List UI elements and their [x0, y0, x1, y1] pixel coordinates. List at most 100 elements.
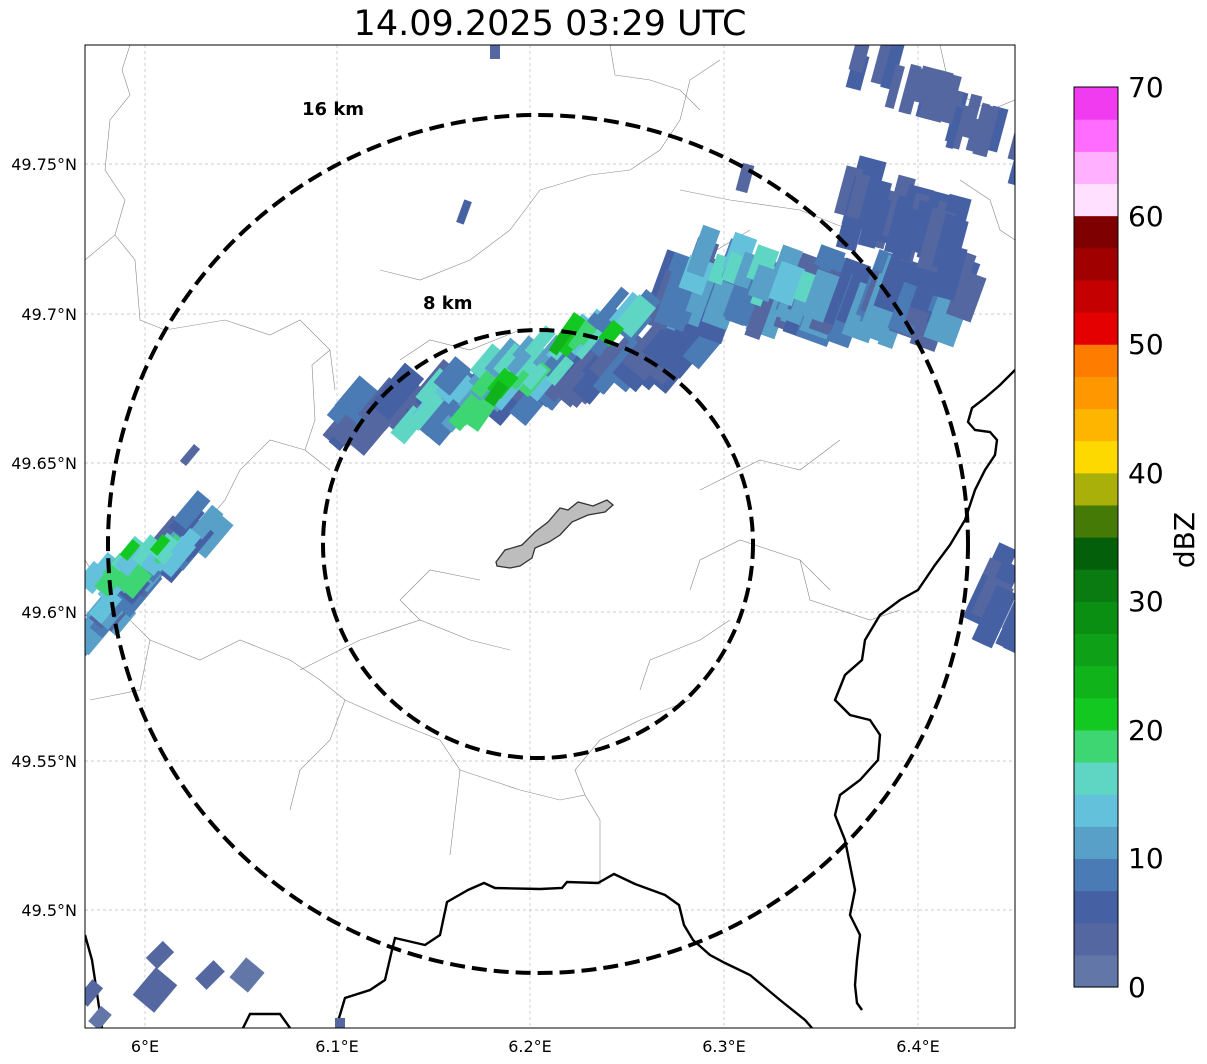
colorbar-segment [1074, 312, 1118, 345]
echo-cell [548, 328, 572, 356]
colorbar-segment [1074, 408, 1118, 442]
echo-cell [510, 369, 530, 391]
city-area [495, 499, 615, 569]
colorbar-tick-label: 30 [1128, 585, 1164, 618]
echo-cell [614, 294, 657, 338]
echo-cell [407, 391, 445, 432]
echo-cell [119, 539, 141, 561]
colorbar-segment [1074, 954, 1118, 988]
echo-cell [195, 960, 225, 990]
echo-cell [464, 398, 496, 432]
colorbar-tick-label: 20 [1128, 714, 1164, 747]
colorbar-segment [1074, 247, 1118, 281]
colorbar-segment [1074, 858, 1118, 892]
echo-cell [190, 504, 224, 540]
echo-cell [170, 527, 202, 561]
colorbar [1074, 87, 1118, 988]
echo-cell [335, 1018, 345, 1028]
ring-label-16km: 16 km [302, 99, 364, 120]
colorbar-segment [1074, 440, 1118, 474]
echo-cell [149, 534, 171, 556]
lat-tick-label: 49.65°N [11, 454, 77, 473]
echo-cell [894, 207, 923, 262]
lon-tick-label: 6°E [131, 1037, 159, 1056]
echo-cell [686, 224, 721, 278]
echo-cell [594, 286, 630, 326]
colorbar-segment [1074, 729, 1118, 763]
colorbar-frame [1073, 86, 1119, 988]
lat-axis: 49.75°N 49.7°N 49.65°N 49.6°N 49.55°N 49… [11, 155, 77, 920]
echo-cell [973, 103, 1000, 144]
echo-cell [85, 979, 104, 1007]
lon-tick-label: 6.3°E [702, 1037, 746, 1056]
colorbar-tick-label: 0 [1128, 971, 1146, 1004]
colorbar-segment [1074, 697, 1118, 731]
lon-tick-label: 6.4°E [896, 1037, 940, 1056]
echo-cell [945, 269, 987, 323]
colorbar-tick-label: 70 [1128, 71, 1164, 104]
colorbar-segment [1074, 119, 1118, 152]
echo-cell [884, 64, 905, 109]
colorbar-segment [1074, 762, 1118, 795]
echo-cell [334, 375, 383, 425]
colorbar-segment [1074, 376, 1118, 410]
echo-cell [192, 514, 234, 559]
colorbar-segment [1074, 826, 1118, 860]
echo-cell [995, 601, 1015, 654]
colorbar-segment [1074, 922, 1118, 956]
echo-cell [433, 356, 472, 396]
echo-cell [94, 562, 127, 597]
echo-cell [746, 244, 780, 285]
lon-tick-label: 6.2°E [508, 1037, 552, 1056]
echo-cell [1003, 604, 1015, 655]
echo-cell [870, 45, 895, 86]
national-border [85, 369, 1015, 1028]
colorbar-segment [1074, 344, 1118, 377]
echo-cell [801, 268, 840, 323]
echo-cell [524, 325, 556, 359]
radar-echoes [85, 45, 1015, 1028]
echo-cell [173, 490, 211, 530]
echo-cell [448, 393, 484, 432]
echo-cell [909, 67, 934, 105]
colorbar-ticks: 0 10 20 30 40 50 60 70 [1128, 71, 1164, 1004]
echo-cell [116, 562, 153, 599]
colorbar-label: dBZ [1168, 512, 1201, 568]
colorbar-segment [1074, 537, 1118, 570]
echo-cell [930, 243, 968, 302]
ring-label-8km: 8 km [423, 293, 473, 314]
range-ring-8km [321, 328, 755, 760]
echo-cell [469, 343, 506, 382]
echo-cell [848, 45, 874, 73]
echo-cell [940, 88, 965, 126]
colorbar-segment [1074, 890, 1118, 924]
range-rings [106, 113, 970, 975]
echo-cell [1007, 137, 1015, 186]
colorbar-tick-label: 50 [1128, 328, 1164, 361]
echo-cell [933, 84, 950, 115]
echo-cell [971, 584, 1015, 649]
lon-axis: 6°E 6.1°E 6.2°E 6.3°E 6.4°E [131, 1037, 940, 1056]
lon-tick-label: 6.1°E [315, 1037, 359, 1056]
echo-cell [132, 967, 178, 1013]
echo-cell [918, 77, 936, 119]
colorbar-segment [1074, 633, 1118, 667]
colorbar-segment [1074, 504, 1118, 538]
echo-cell [369, 362, 425, 421]
lat-tick-label: 49.7°N [21, 305, 77, 324]
colorbar-segment [1074, 151, 1118, 185]
colorbar-segment [1074, 794, 1118, 827]
echo-cell [490, 45, 500, 59]
lat-tick-label: 49.55°N [11, 752, 77, 771]
colorbar-segment [1074, 601, 1118, 635]
colorbar-segment [1074, 279, 1118, 313]
echo-cell [522, 363, 548, 391]
map-frame [84, 44, 1016, 1029]
echo-cell [150, 532, 182, 565]
echo-cell [546, 355, 575, 387]
colorbar-tick-label: 40 [1128, 457, 1164, 490]
map-title: 14.09.2025 03:29 UTC [353, 4, 747, 44]
commune-boundaries [85, 45, 1015, 885]
echo-cell [179, 444, 201, 466]
echo-cell [857, 179, 893, 249]
